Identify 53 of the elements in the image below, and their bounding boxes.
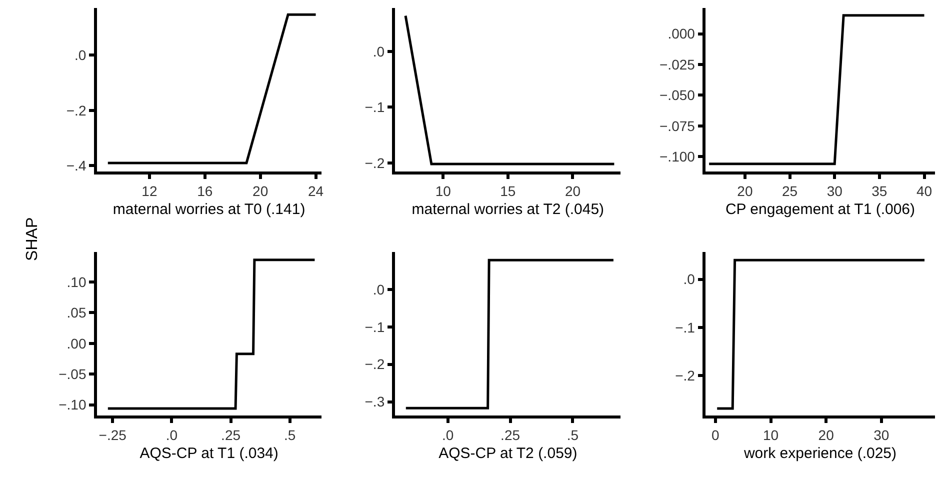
x-axis-title: maternal worries at T0 (.141) [112, 200, 306, 218]
y-tick-label: −.10 [58, 396, 86, 413]
y-tick-label: −.050 [660, 87, 696, 104]
y-tick-label: −.025 [660, 56, 696, 72]
y-tick-label: −.2 [66, 102, 86, 118]
y-tick-label: −.100 [660, 148, 696, 164]
y-tick-label: −.1 [364, 318, 385, 335]
x-axis-title: maternal worries at T2 (.045) [412, 200, 604, 218]
x-tick-label: 20 [252, 182, 268, 199]
y-tick-label: −.2 [364, 356, 385, 372]
y-tick-label: −.1 [675, 319, 696, 336]
y-axis-title: SHAP [24, 217, 41, 261]
y-tick-label: −.2 [675, 367, 696, 384]
y-tick-label: .0 [372, 43, 385, 60]
x-tick-label: .25 [221, 426, 241, 443]
x-tick-label: 10 [435, 182, 452, 199]
y-tick-label: .000 [668, 26, 696, 42]
x-tick-label: .0 [442, 426, 454, 443]
y-tick-label: .00 [66, 335, 86, 352]
y-tick-label: −.1 [364, 99, 385, 116]
x-tick-label: 15 [500, 182, 516, 199]
x-tick-label: 0 [712, 426, 720, 443]
y-tick-label: .0 [683, 271, 696, 288]
y-tick-label: −.2 [364, 154, 385, 171]
x-tick-label: 20 [818, 426, 834, 443]
x-tick-label: 12 [142, 182, 158, 199]
x-tick-label: .5 [566, 426, 579, 443]
x-tick-label: 35 [872, 182, 888, 199]
x-tick-label: 20 [737, 182, 753, 199]
x-tick-label: .0 [166, 426, 178, 443]
x-tick-label: 25 [782, 182, 798, 199]
x-axis-title: CP engagement at T1 (.006) [725, 200, 916, 218]
y-tick-label: −.3 [364, 394, 385, 410]
x-axis-title: AQS-CP at T2 (.059) [438, 444, 578, 462]
y-tick-label: .05 [66, 304, 86, 321]
x-tick-label: .5 [284, 426, 296, 443]
y-tick-label: −.05 [58, 366, 86, 382]
y-tick-label: .0 [372, 281, 385, 298]
x-axis-title: AQS-CP at T1 (.034) [140, 444, 278, 462]
y-tick-label: −.075 [660, 118, 696, 134]
x-tick-label: .25 [500, 426, 520, 443]
y-tick-label: .10 [66, 274, 86, 290]
x-tick-label: 30 [826, 182, 843, 199]
x-tick-label: 24 [308, 182, 324, 199]
x-axis-title: work experience (.025) [742, 444, 897, 462]
x-tick-label: 30 [874, 426, 890, 443]
x-tick-label: 16 [197, 182, 213, 199]
y-tick-label: .0 [74, 46, 86, 63]
y-tick-label: −.4 [66, 158, 86, 174]
x-tick-label: −.25 [98, 426, 127, 443]
x-tick-label: 40 [916, 182, 932, 199]
x-tick-label: 20 [564, 182, 581, 199]
x-tick-label: 10 [762, 426, 779, 443]
